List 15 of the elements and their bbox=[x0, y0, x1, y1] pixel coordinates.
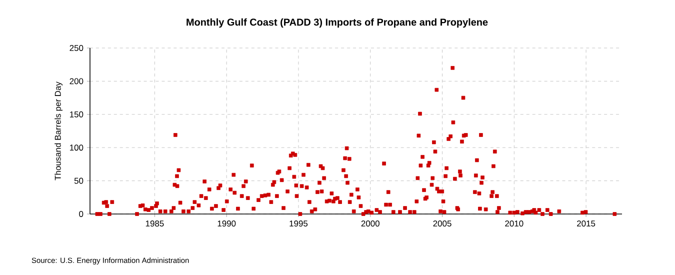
x-tick-label: 1995 bbox=[290, 220, 308, 227]
x-tick-label: 2015 bbox=[577, 220, 596, 227]
y-axis-title: Thousand Barrels per Day bbox=[54, 82, 63, 180]
x-tick-label: 2000 bbox=[361, 220, 380, 227]
y-tick-label: 0 bbox=[79, 211, 84, 217]
x-tick-label: 2010 bbox=[505, 220, 524, 227]
x-tick-label: 1990 bbox=[218, 220, 236, 227]
y-tick-label: 100 bbox=[70, 144, 84, 151]
y-tick-label: 250 bbox=[70, 45, 84, 51]
x-tick-label: 2005 bbox=[433, 220, 452, 227]
y-tick-label: 50 bbox=[74, 178, 84, 184]
y-tick-label: 200 bbox=[70, 78, 84, 84]
chart-title: Monthly Gulf Coast (PADD 3) Imports of Propane and Propylene bbox=[186, 18, 488, 28]
y-tick-label: 150 bbox=[70, 111, 84, 118]
x-tick-label: 1985 bbox=[146, 220, 164, 227]
